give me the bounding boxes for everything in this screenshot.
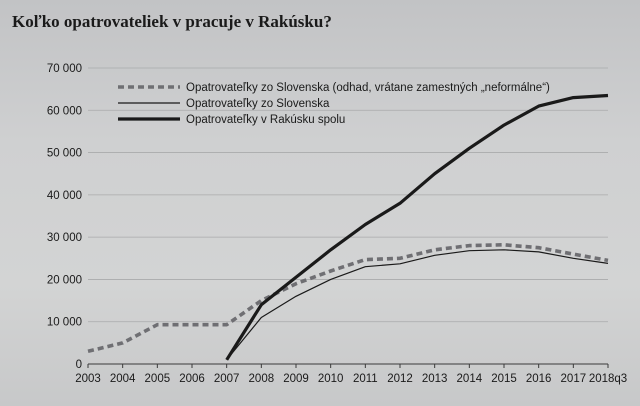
x-tick-label: 2007 — [214, 373, 240, 385]
y-tick-label: 10 000 — [47, 317, 82, 329]
series-line-2 — [226, 249, 609, 361]
x-tick-label: 2010 — [318, 373, 344, 385]
y-tick-label: 50 000 — [47, 148, 82, 160]
y-tick-label: 70 000 — [47, 63, 82, 75]
x-tick-label: 2014 — [457, 373, 483, 385]
x-tick-label: 2012 — [387, 373, 413, 385]
x-tick-label: 2015 — [491, 373, 517, 385]
x-tick-label: 2004 — [110, 373, 136, 385]
y-tick-label: 40 000 — [47, 190, 82, 202]
x-tick-label: 2009 — [283, 373, 309, 385]
legend-label-1: Opatrovateľky zo Slovenska (odhad, vráta… — [186, 82, 550, 94]
x-tick-label: 2003 — [75, 373, 101, 385]
y-tick-label: 20 000 — [47, 274, 82, 286]
x-tick-label: 2008 — [249, 373, 275, 385]
x-tick-label: 2017 — [561, 373, 587, 385]
y-tick-label: 0 — [76, 359, 82, 371]
legend-label-3: Opatrovateľky v Rakúsku spolu — [186, 114, 345, 126]
chart-title: Koľko opatrovateliek v pracuje v Rakúsku… — [12, 12, 332, 31]
x-tick-label: 2011 — [353, 373, 378, 385]
x-tick-label: 2005 — [145, 373, 171, 385]
x-tick-label: 2018q3 — [589, 373, 627, 385]
y-tick-label: 30 000 — [47, 232, 82, 244]
x-tick-label: 2016 — [526, 373, 552, 385]
x-tick-label: 2013 — [422, 373, 448, 385]
legend-label-2: Opatrovateľky zo Slovenska — [186, 98, 330, 110]
y-tick-label: 60 000 — [47, 105, 82, 117]
series-line-3 — [225, 93, 609, 361]
x-tick-label: 2006 — [179, 373, 205, 385]
series-line-1 — [87, 243, 609, 354]
